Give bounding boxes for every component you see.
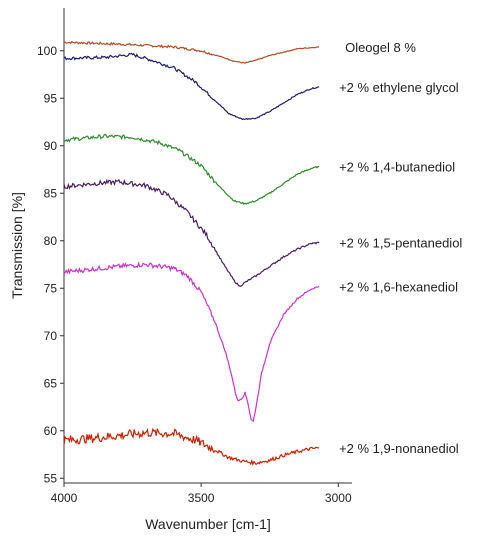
series-label: +2 % 1,9-nonanediol [339, 441, 459, 456]
x-axis-title: Wavenumber [cm-1] [145, 516, 271, 532]
series-label: Oleogel 8 % [345, 40, 416, 55]
x-tick-label: 4000 [51, 491, 78, 505]
y-tick-label: 80 [44, 234, 58, 248]
series-layer [63, 40, 320, 466]
y-tick-label: 85 [44, 186, 58, 200]
series-line [63, 261, 320, 423]
y-tick-label: 65 [44, 376, 58, 390]
series-line [63, 40, 320, 64]
y-tick-label: 95 [44, 91, 58, 105]
y-tick-label: 60 [44, 424, 58, 438]
y-tick-label: 55 [44, 471, 58, 485]
x-tick-label: 3000 [325, 491, 352, 505]
x-tick-label: 3500 [188, 491, 215, 505]
y-tick-label: 75 [44, 281, 58, 295]
series-line [63, 178, 320, 287]
series-line [63, 427, 320, 466]
series-labels: Oleogel 8 % +2 % ethylene glycol +2 % 1,4-… [339, 40, 462, 456]
y-tick-label: 100 [37, 44, 57, 58]
y-tick-label: 90 [44, 139, 58, 153]
y-tick-label: 70 [44, 329, 58, 343]
series-label: +2 % 1,5-pentanediol [339, 236, 462, 251]
series-label: +2 % ethylene glycol [339, 80, 459, 95]
axes: 55 60 65 70 75 80 85 90 95 100 4000 3500 3000 [37, 8, 352, 505]
y-axis-title: Transmission [%] [9, 192, 25, 299]
series-line [63, 133, 320, 205]
series-label: +2 % 1,4-butanediol [339, 160, 455, 175]
series-label: +2 % 1,6-hexanediol [339, 279, 458, 294]
series-line [63, 52, 320, 121]
